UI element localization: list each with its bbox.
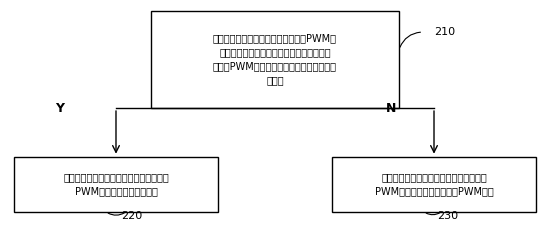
Text: 230: 230 [437, 211, 458, 221]
Text: 清空第一寄存器，复位计时器，继续监听
PWM信号线，获取有效数据: 清空第一寄存器，复位计时器，继续监听 PWM信号线，获取有效数据 [63, 172, 169, 196]
FancyBboxPatch shape [332, 157, 536, 212]
FancyBboxPatch shape [151, 11, 399, 108]
Text: 当计时器计时达到预设时间值或当前PWM信
号的数据位达到预设位数时，将第一寄存器
的当前PWM信号与第二寄存器的预设信号进
行比较: 当计时器计时达到预设时间值或当前PWM信 号的数据位达到预设位数时，将第一寄存器… [213, 34, 337, 86]
Text: 220: 220 [122, 211, 143, 221]
Text: N: N [386, 102, 396, 115]
FancyBboxPatch shape [14, 157, 218, 212]
Text: Y: Y [55, 102, 64, 115]
Text: 清空第一寄存器，复位计时器，继续监听
PWM信号线，重新获取当前PWM信号: 清空第一寄存器，复位计时器，继续监听 PWM信号线，重新获取当前PWM信号 [375, 172, 493, 196]
Text: 210: 210 [434, 27, 455, 37]
